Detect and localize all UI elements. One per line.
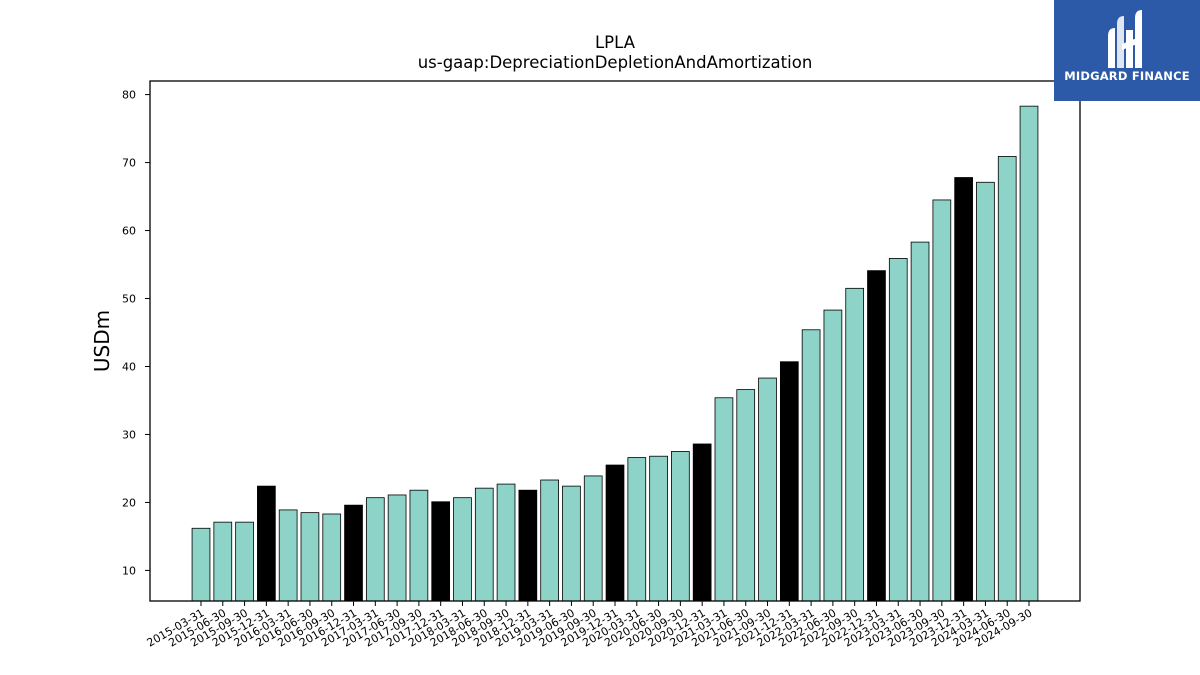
bar-2015-09-30 <box>235 521 254 602</box>
bar-2020-09-30 <box>671 451 690 602</box>
bar-2024-03-31 <box>976 181 995 602</box>
y-tick-label: 20 <box>122 496 136 509</box>
bar-2019-09-30 <box>583 475 603 602</box>
bar-2018-12-31 <box>518 489 538 602</box>
y-axis-label: USDm <box>90 310 114 372</box>
bar-2023-06-30 <box>910 241 930 602</box>
y-tick-label: 60 <box>122 225 136 238</box>
y-tick-label: 10 <box>122 564 136 577</box>
bar-2016-06-30 <box>300 512 320 602</box>
chart-title: LPLA <box>595 33 636 52</box>
brand-logo: MIDGARD FINANCE <box>1054 0 1200 101</box>
x-axis-ticks: 2015-03-312015-06-302015-09-302015-12-31… <box>145 601 1035 650</box>
bar-2018-09-30 <box>496 483 516 602</box>
bar-2021-09-30 <box>758 377 777 602</box>
y-tick-label: 70 <box>122 157 136 170</box>
bar-2017-03-31 <box>365 497 385 602</box>
bar-2019-03-31 <box>540 479 559 602</box>
bar-2016-03-31 <box>278 509 298 602</box>
bar-2020-12-31 <box>692 443 712 602</box>
bar-2021-03-31 <box>714 397 734 602</box>
bar-2017-12-31 <box>431 501 451 602</box>
bar-2023-03-31 <box>888 258 908 602</box>
bar-2019-12-31 <box>605 464 625 602</box>
y-tick-label: 40 <box>122 360 136 373</box>
bar-2017-09-30 <box>409 489 429 602</box>
bar-2024-06-30 <box>997 156 1017 602</box>
y-tick-label: 50 <box>122 293 136 306</box>
bar-2022-09-30 <box>845 287 865 602</box>
midgard-logo-icon <box>1108 10 1142 68</box>
bar-2022-12-31 <box>867 270 886 602</box>
bar-2015-03-31 <box>191 527 211 602</box>
bar-2018-06-30 <box>474 487 494 602</box>
bar-2020-06-30 <box>649 455 668 602</box>
bar-2017-06-30 <box>387 494 407 602</box>
y-tick-label: 80 <box>122 89 136 102</box>
bar-2021-06-30 <box>736 389 756 602</box>
bar-2022-06-30 <box>823 309 843 602</box>
bar-2018-03-31 <box>453 497 472 602</box>
bar-2023-09-30 <box>932 199 952 602</box>
bar-2022-03-31 <box>801 329 821 602</box>
bar-2015-12-31 <box>257 485 276 602</box>
y-tick-label: 30 <box>122 428 136 441</box>
plot-frame <box>149 80 1081 602</box>
bar-2020-03-31 <box>627 457 647 602</box>
bar-2021-12-31 <box>779 361 799 602</box>
bar-2016-09-30 <box>322 513 342 602</box>
bars-group <box>191 105 1039 602</box>
brand-name: MIDGARD FINANCE <box>1064 69 1190 83</box>
bar-2023-12-31 <box>954 177 973 602</box>
bar-2024-09-30 <box>1019 105 1039 602</box>
bar-2019-06-30 <box>562 485 581 602</box>
y-axis-ticks: 10 20 30 40 50 60 70 80 <box>122 89 150 577</box>
bar-2016-12-31 <box>344 504 363 602</box>
bar-2015-06-30 <box>213 521 233 602</box>
chart-subtitle: us-gaap:DepreciationDepletionAndAmortiza… <box>418 53 813 72</box>
